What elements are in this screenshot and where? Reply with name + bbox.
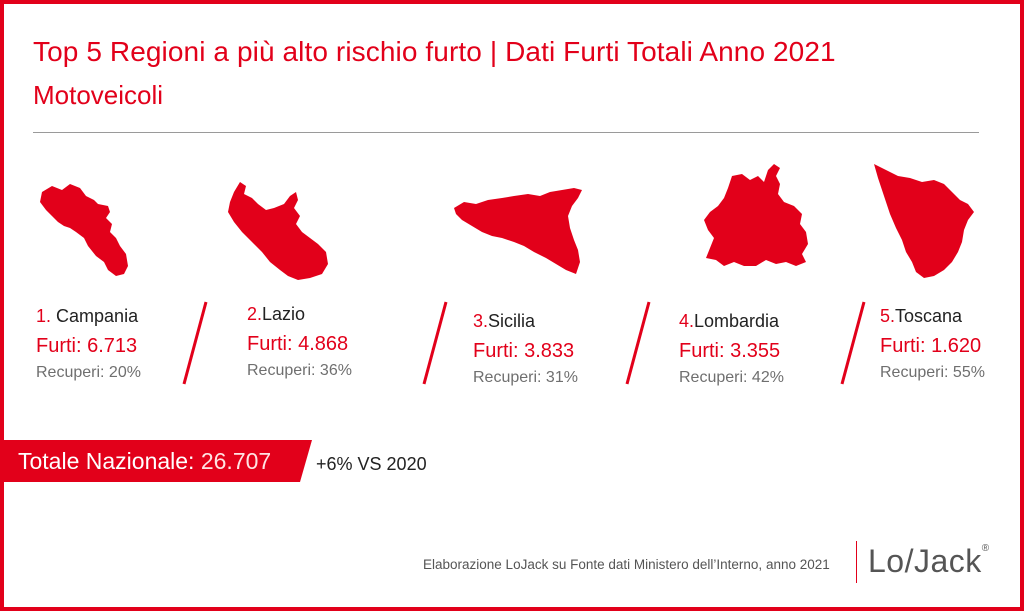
region-recuperi: Recuperi: 31% (473, 369, 578, 386)
region-recuperi: Recuperi: 55% (880, 364, 985, 381)
separator-slash (420, 300, 450, 391)
region-card-sicilia: 3.Sicilia Furti: 3.833 Recuperi: 31% (473, 311, 578, 387)
region-recuperi: Recuperi: 36% (247, 362, 352, 379)
region-recuperi: Recuperi: 20% (36, 364, 141, 381)
region-card-lombardia: 4.Lombardia Furti: 3.355 Recuperi: 42% (679, 311, 784, 387)
region-card-lazio: 2.Lazio Furti: 4.868 Recuperi: 36% (247, 304, 352, 380)
campania-map-icon (36, 182, 132, 280)
toscana-map-icon (872, 162, 976, 280)
separator-slash (623, 300, 653, 391)
region-card-toscana: 5.Toscana Furti: 1.620 Recuperi: 55% (880, 306, 985, 382)
total-delta: +6% VS 2020 (316, 454, 427, 474)
region-furti: Furti: 6.713 (36, 335, 138, 357)
region-name: 5.Toscana (880, 306, 963, 326)
divider (33, 132, 979, 133)
region-card-campania: 1. Campania Furti: 6.713 Recuperi: 20% (36, 306, 141, 382)
lombardia-map-icon (702, 162, 810, 274)
total-banner (0, 440, 312, 482)
region-furti: Furti: 1.620 (880, 335, 982, 357)
region-recuperi: Recuperi: 42% (679, 369, 784, 386)
region-furti: Furti: 4.868 (247, 333, 349, 355)
lojack-logo: Lo/Jack® (868, 543, 990, 579)
lazio-map-icon (226, 180, 332, 284)
region-name: 1. Campania (36, 306, 139, 326)
total-label: Totale Nazionale: (18, 448, 195, 474)
total-value: 26.707 (200, 448, 272, 474)
region-furti: Furti: 3.833 (473, 340, 575, 362)
region-name: 4.Lombardia (679, 311, 780, 331)
region-name: 3.Sicilia (473, 311, 536, 331)
region-name: 2.Lazio (247, 304, 306, 324)
total-nazionale: Totale Nazionale: 26.707 (18, 448, 271, 475)
logo-divider (856, 541, 857, 583)
region-furti: Furti: 3.355 (679, 340, 781, 362)
page-title: Top 5 Regioni a più alto rischio furto |… (33, 36, 836, 67)
page-subtitle: Motoveicoli (33, 80, 164, 110)
separator-slash (838, 300, 868, 391)
source-note: Elaborazione LoJack su Fonte dati Minist… (423, 557, 830, 572)
sicilia-map-icon (452, 186, 588, 278)
separator-slash (180, 300, 210, 391)
